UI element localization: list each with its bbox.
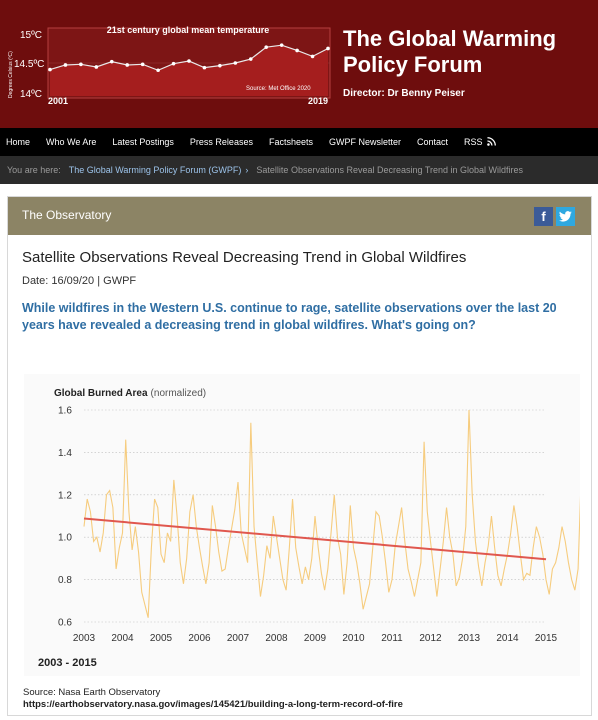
temperature-source: Source: Met Office 2020 (246, 86, 311, 92)
temperature-point (171, 61, 176, 66)
x-tick-label: 2009 (304, 633, 327, 644)
temperature-point (94, 65, 99, 69)
burned-area-figure: Global Burned Area (normalized) 1.6 1.4 1.2… (24, 374, 580, 676)
temperature-point (187, 59, 191, 63)
main-nav: Home Who We Are Latest Postings Press Re… (0, 128, 598, 156)
article-lede: While wildfires in the Western U.S. cont… (22, 301, 557, 332)
figure-source-url[interactable]: https://earthobservatory.nasa.gov/images… (23, 699, 403, 710)
rss-icon (487, 137, 496, 146)
x-tick-label: 2003 (73, 633, 96, 644)
temperature-point (79, 62, 83, 67)
temperature-point (264, 45, 269, 49)
x-tick-label: 2004 (111, 633, 134, 644)
temperature-point (48, 67, 52, 72)
chart-title-main: Global Burned Area (54, 388, 148, 399)
social-share: f (534, 207, 575, 226)
nav-rss[interactable]: RSS (456, 137, 504, 147)
site-header: 21st century global mean temperature 15º… (0, 0, 598, 128)
facebook-share-button[interactable]: f (534, 207, 553, 226)
temperature-chart: 21st century global mean temperature 15º… (8, 25, 331, 106)
temperature-point (310, 54, 315, 59)
figure-caption: 2003 - 2015 (38, 657, 97, 669)
x-tick-label: 2007 (227, 633, 250, 644)
x-tick-label: 2011 (381, 633, 403, 644)
section-bar: The Observatory f (8, 197, 591, 235)
temperature-point (125, 63, 130, 67)
temperature-point (248, 57, 253, 61)
breadcrumb-current: Satellite Observations Reveal Decreasing… (256, 165, 524, 175)
x-tick-label: 2005 (150, 633, 173, 644)
x-tick-label: 2013 (458, 633, 481, 644)
y-tick-label: 1.0 (58, 533, 72, 544)
temperature-point (326, 46, 330, 51)
temperature-point (295, 48, 299, 53)
temperature-area (50, 45, 328, 96)
temperature-point (156, 68, 160, 73)
y-tick-label: 0.8 (58, 575, 72, 586)
breadcrumb-separator: › (245, 165, 249, 175)
x-tick-label: 2010 (342, 633, 365, 644)
nav-press-releases[interactable]: Press Releases (189, 137, 253, 147)
temperature-point (279, 43, 284, 47)
article-panel: The Observatory f Satellite Observations… (7, 196, 592, 716)
article-title[interactable]: Satellite Observations Reveal Decreasing… (22, 249, 467, 266)
x-tick-label: 2012 (419, 633, 442, 644)
nav-newsletter[interactable]: GWPF Newsletter (328, 137, 401, 147)
x-tick-label: 2006 (188, 633, 211, 644)
burned-area-series (83, 409, 580, 618)
temperature-point (233, 61, 238, 65)
y-tick-label: 1.2 (58, 490, 72, 501)
nav-home[interactable]: Home (6, 137, 31, 147)
temperature-ylabel: Degrees Celsius (ºC) (8, 51, 14, 98)
temperature-tick-mid: 14.5ºC (14, 59, 44, 70)
temperature-point (63, 63, 68, 67)
burned-area-trendline (83, 517, 547, 561)
figure-source: Source: Nasa Earth Observatory (23, 687, 161, 698)
site-title[interactable]: The Global Warming Policy Forum (343, 26, 557, 77)
twitter-share-button[interactable] (556, 207, 575, 226)
article-meta: Date: 16/09/20 | GWPF (22, 275, 137, 287)
breadcrumb-home-link[interactable]: The Global Warming Policy Forum (GWPF) (68, 165, 242, 175)
nav-rss-label: RSS (464, 137, 483, 147)
facebook-icon: f (541, 209, 546, 224)
twitter-icon (559, 211, 572, 222)
y-tick-label: 1.4 (58, 448, 72, 459)
burned-area-chart: Global Burned Area (normalized) 1.6 1.4 1.2… (54, 388, 580, 644)
y-tick-label: 0.6 (58, 618, 72, 629)
nav-latest-postings[interactable]: Latest Postings (112, 137, 174, 147)
temperature-point (218, 63, 222, 68)
temperature-point (109, 59, 114, 64)
site-director: Director: Dr Benny Peiser (343, 88, 465, 99)
x-tick-label: 2014 (496, 633, 519, 644)
nav-factsheets[interactable]: Factsheets (268, 137, 313, 147)
x-tick-label: 2015 (535, 633, 558, 644)
nav-who-we-are[interactable]: Who We Are (46, 137, 97, 147)
temperature-x-end: 2019 (308, 96, 328, 106)
section-title[interactable]: The Observatory (22, 208, 112, 222)
temperature-tick-bottom: 14ºC (20, 89, 42, 100)
breadcrumb: You are here: The Global Warming Policy … (0, 156, 598, 184)
chart-title-suffix: (normalized) (151, 388, 207, 399)
temperature-tick-top: 15ºC (20, 30, 42, 41)
nav-contact[interactable]: Contact (417, 137, 449, 147)
temperature-point (140, 62, 145, 67)
x-tick-label: 2008 (265, 633, 288, 644)
temperature-x-start: 2001 (48, 96, 68, 106)
temperature-chart-title: 21st century global mean temperature (107, 25, 270, 35)
y-tick-label: 1.6 (58, 406, 72, 417)
breadcrumb-label: You are here: (7, 165, 61, 175)
temperature-point (202, 65, 207, 70)
chart-title: Global Burned Area (normalized) (54, 388, 206, 399)
